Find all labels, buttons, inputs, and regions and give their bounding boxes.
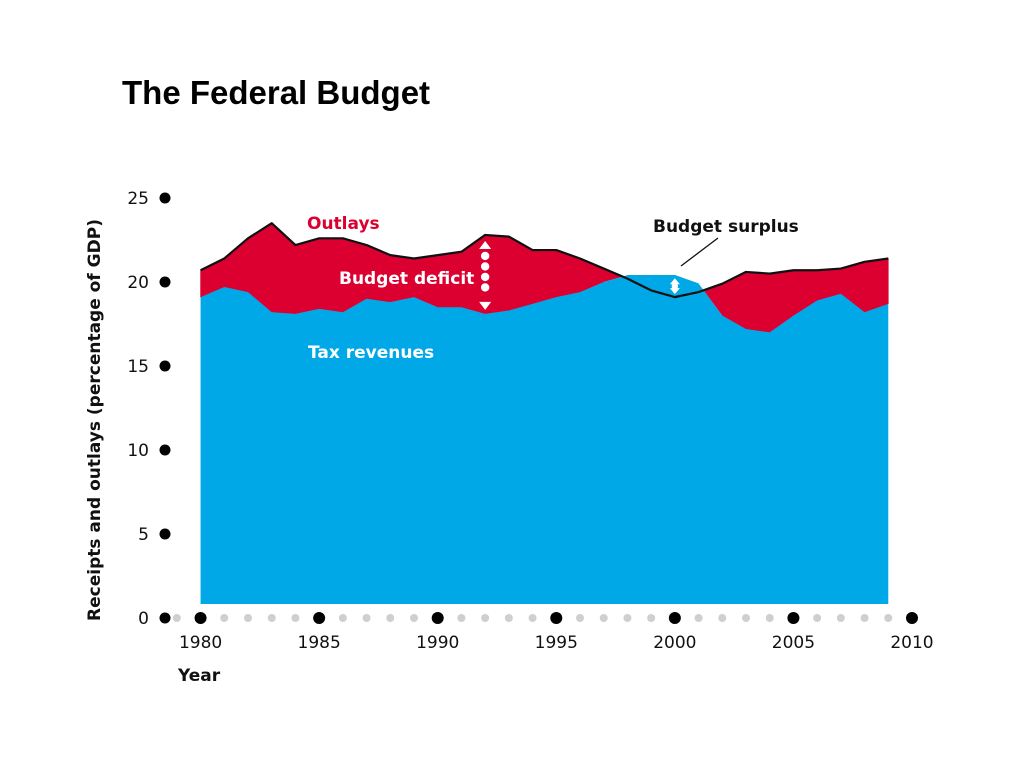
x-tick-label: 2005 (772, 633, 815, 653)
x-tick-dot (431, 612, 444, 624)
x-minor-dot (244, 614, 252, 622)
x-tick-label: 1980 (179, 633, 222, 653)
x-tick-dot (787, 612, 800, 624)
y-tick-label: 5 (138, 525, 149, 545)
gap-segment (864, 258, 889, 313)
x-minor-dot (718, 614, 727, 622)
y-axis-title: Receipts and outlays (percentage of GDP) (85, 219, 105, 621)
surplus-leader-line (680, 237, 719, 267)
x-minor-dot (599, 614, 608, 622)
revenues-label: Tax revenues (308, 343, 434, 363)
x-minor-dot (576, 614, 584, 622)
y-tick-label: 10 (127, 441, 149, 461)
annotation-layer: Outlays Budget deficit Budget surplus Ta… (307, 214, 799, 363)
x-minor-dot (765, 614, 774, 622)
gap-segment (532, 249, 557, 305)
gap-segment (703, 283, 723, 316)
x-minor-dot (647, 614, 656, 622)
x-tick-dot (668, 612, 681, 624)
y-tick-label: 20 (127, 273, 149, 293)
surplus-label: Budget surplus (653, 217, 799, 237)
deficit-arrow-down (479, 301, 492, 310)
x-tick-label: 1995 (535, 633, 578, 653)
y-tick-label: 0 (138, 609, 149, 629)
x-minor-dot (410, 614, 418, 622)
surplus-marker-dot (671, 283, 679, 290)
x-minor-dot (623, 614, 632, 622)
x-minor-dot (291, 614, 300, 622)
x-minor-dot (504, 614, 513, 622)
deficit-marker-dot (480, 283, 490, 292)
x-tick-label: 2010 (890, 633, 933, 653)
tax-revenues-area (200, 275, 889, 604)
gap-segment (223, 237, 249, 293)
y-tick-label: 15 (127, 357, 149, 377)
x-minor-dot (172, 614, 181, 622)
deficit-label: Budget deficit (339, 269, 474, 289)
x-minor-dot (386, 614, 395, 622)
y-tick-dot (159, 528, 171, 540)
y-tick-dot (159, 612, 171, 624)
x-minor-dot (338, 614, 347, 622)
x-axis-title: Year (177, 666, 221, 686)
x-minor-dot (220, 614, 229, 622)
gap-segment (271, 222, 296, 315)
x-tick-dot (906, 612, 918, 624)
y-tick-dot (159, 360, 171, 372)
page-title: The Federal Budget (122, 74, 431, 111)
y-tick-dot (159, 276, 171, 288)
surplus-arrow-down (669, 288, 680, 295)
outlays-label: Outlays (307, 214, 380, 234)
outlays-line (200, 222, 889, 299)
x-tick-dot (550, 612, 563, 624)
x-minor-dot (813, 614, 822, 622)
x-minor-dot (860, 614, 869, 622)
x-tick-dot (313, 612, 326, 624)
x-minor-dot (362, 614, 371, 622)
x-tick-label: 1990 (416, 633, 459, 653)
deficit-arrow-up (479, 240, 492, 249)
deficit-marker-dot (480, 262, 490, 271)
x-minor-dot (481, 614, 490, 622)
x-minor-dot (528, 614, 537, 622)
x-minor-dot (836, 614, 845, 622)
y-tick-label: 25 (127, 189, 149, 209)
x-tick-label: 2000 (653, 633, 696, 653)
x-minor-dot (457, 614, 466, 622)
y-tick-dot (159, 444, 171, 456)
x-minor-dot (267, 614, 276, 622)
surplus-arrow-up (669, 278, 680, 285)
y-tick-dot (159, 192, 171, 204)
x-tick-dot (194, 612, 207, 624)
x-minor-dot (742, 614, 750, 622)
deficit-marker-dot (480, 251, 490, 261)
gap-segment (603, 268, 623, 282)
axis-layer: 0 5 10 15 20 25 1980 1985 1990 1995 2000 2005 2010 (127, 189, 933, 653)
x-minor-dot (694, 614, 703, 622)
gap-segment (745, 271, 771, 333)
gap-segment (295, 237, 320, 315)
x-minor-dot (884, 614, 893, 622)
deficit-marker-dot (480, 272, 490, 282)
area-layer (200, 222, 889, 604)
x-tick-label: 1985 (298, 633, 341, 653)
